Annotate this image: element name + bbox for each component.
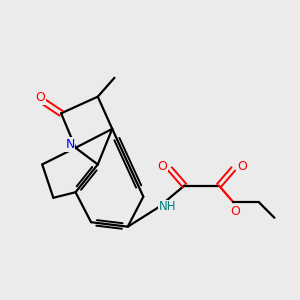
Text: O: O bbox=[237, 160, 247, 173]
Text: O: O bbox=[157, 160, 167, 173]
Text: NH: NH bbox=[159, 200, 176, 213]
Text: O: O bbox=[231, 205, 241, 218]
Text: O: O bbox=[35, 91, 45, 104]
Text: N: N bbox=[65, 138, 75, 151]
